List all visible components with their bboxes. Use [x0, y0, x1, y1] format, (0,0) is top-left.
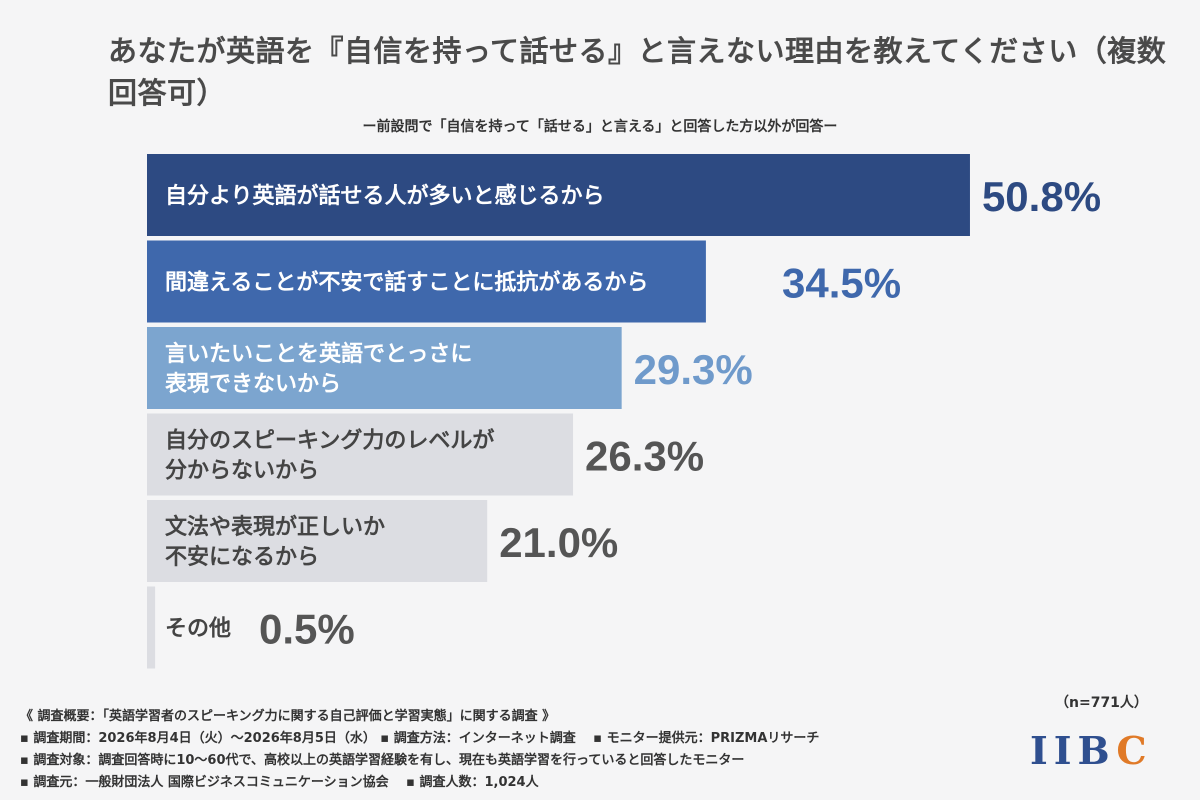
- bar-group: その他 0.5%: [147, 586, 355, 669]
- footer-organizer: ▪ 調査元：一般財団法人 国際ビジネスコミュニケーション協会 ▪ 調査人数：1,…: [20, 775, 539, 790]
- chart-title: あなたが英語を『自信を持って話せる』と言えない理由を教えてください（複数回答可）: [108, 34, 1167, 110]
- bar-category-label: 間違えることが不安で話すことに抵抗があるから: [165, 270, 648, 296]
- bar-value-label: 34.5%: [782, 260, 901, 307]
- bar-category-label: 言いたいことを英語でとっさに: [165, 341, 472, 367]
- bar-category-label: 不安になるから: [165, 544, 319, 570]
- bar-category-label: その他: [165, 617, 231, 642]
- iibc-logo: IIBC: [1030, 728, 1153, 773]
- bar-group: 自分より英語が話せる人が多いと感じるから 50.8%: [147, 154, 1101, 236]
- bar: [147, 413, 574, 496]
- bar: [147, 154, 970, 236]
- bar-value-label: 21.0%: [499, 519, 618, 566]
- bar: [147, 586, 156, 669]
- bar-value-label: 26.3%: [585, 433, 704, 480]
- bar: [147, 500, 488, 582]
- footer-period-method: ▪ 調査期間：2026年8月4日（火）〜2026年8月5日（水） ▪ 調査方法：…: [20, 731, 820, 746]
- bar-category-label: 自分のスピーキング力のレベルが: [165, 428, 494, 454]
- bar-category-label: 文法や表現が正しいか: [165, 514, 385, 540]
- logo-text-accent: C: [1116, 728, 1153, 773]
- logo-text-primary: IIB: [1030, 728, 1117, 773]
- bar: [147, 240, 706, 323]
- bar-category-label: 自分より英語が話せる人が多いと感じるから: [165, 183, 605, 209]
- bar-category-label: 表現できないから: [165, 372, 341, 397]
- bar-value-label: 29.3%: [634, 346, 753, 393]
- footer-target: ▪ 調査対象：調査回答時に10〜60代で、高校以上の英語学習経験を有し、現在も英…: [20, 753, 745, 768]
- bar-group: 間違えることが不安で話すことに抵抗があるから 34.5%: [147, 240, 901, 323]
- bar: [147, 327, 622, 409]
- survey-footer: 《 調査概要：「英語学習者のスピーキング力に関する自己評価と学習実態」に関する調…: [20, 706, 819, 794]
- sample-size-label: （n=771人）: [1055, 695, 1148, 711]
- bar-category-label: 分からないから: [165, 459, 319, 484]
- bar-value-label: 50.8%: [982, 173, 1101, 220]
- bar-value-label: 0.5%: [259, 606, 355, 653]
- footer-overview: 《 調査概要：「英語学習者のスピーキング力に関する自己評価と学習実態」に関する調…: [20, 709, 556, 724]
- chart-subtitle: ー前設問で「自信を持って「話せる」と言える」と回答した方以外が回答ー: [362, 119, 838, 135]
